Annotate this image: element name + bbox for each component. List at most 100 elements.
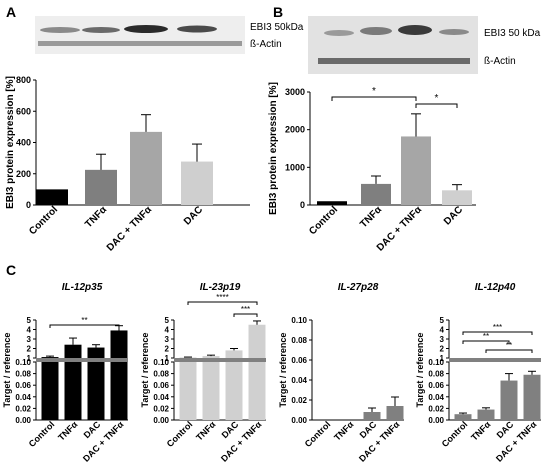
significance-label: ** [483,332,489,341]
panel-label-b: B [273,4,283,20]
y-tick-label: 4 [27,326,32,335]
bar-tnfa [361,183,391,205]
y-tick-label: 200 [16,169,31,179]
y-tick-label: 0.10 [291,316,307,325]
x-tick-label-tnfa: TNFα [332,419,356,443]
significance-bracket [485,349,533,353]
bar-dac-tnfa [248,362,266,420]
y-tick-label: 5 [165,316,170,325]
y-tick-label: 0.00 [15,416,31,425]
y-tick-label: 5 [27,316,32,325]
blot-a-target-label: EBI3 50kDa [250,22,304,33]
y-tick-label: 0.08 [291,336,307,345]
significance-bracket [187,301,258,305]
y-tick-label: 0.00 [153,416,169,425]
y-tick-label: 4 [165,326,170,335]
significance-bracket [415,103,458,108]
bar-upper-control [41,357,59,358]
y-tick-label: 0.06 [15,381,31,390]
bar-dac [225,362,243,420]
y-tick-label: 0.00 [428,416,444,425]
y-tick-label: 2 [27,345,32,354]
x-tick-label-control: Control [307,204,340,237]
y-tick-label: 0 [26,200,31,210]
y-tick-label: 1 [165,354,170,363]
y-axis-label: Target / reference [278,333,288,408]
x-tick-label-dac-tnfa: DAC + TNFα [105,204,155,254]
bar-dac-tnfa [110,362,128,420]
y-tick-label: 3 [165,335,170,344]
significance-bracket [462,331,533,335]
bar-upper-dac-tnfa [110,330,128,358]
chart-title: IL-27p28 [338,282,379,293]
y-tick-label: 400 [16,138,31,148]
x-tick-label-tnfa: TNFα [358,204,384,230]
x-tick-label-tnfa: TNFα [83,204,109,230]
y-tick-label: 0.04 [291,376,307,385]
significance-label: * [372,86,376,97]
significance-bracket [233,313,258,317]
y-tick-label: 5 [440,316,445,325]
x-tick-label-tnfa: TNFα [194,419,218,443]
y-tick-label: 0.02 [15,404,31,413]
bar-control [36,189,68,205]
x-tick-label-control: Control [27,204,60,237]
significance-label: **** [216,293,228,302]
bar-tnfa [202,362,220,420]
y-axis-label: Target / reference [415,333,425,408]
bar-upper-tnfa [64,344,82,358]
bar-tnfa [85,169,117,205]
blot-b-target-label: EBI3 50 kDa [484,28,541,39]
bar-upper-tnfa [202,356,220,358]
y-tick-label: 600 [16,106,31,116]
significance-label: ** [81,316,87,325]
x-tick-label-dac: DAC [442,204,465,227]
y-tick-label: 0.10 [15,358,31,367]
y-tick-label: 0.04 [153,393,169,402]
bar-dac-tnfa [386,406,404,420]
y-tick-label: 0.02 [428,404,444,413]
y-tick-label: 0 [300,200,305,210]
blot-b-actin-label: ß-Actin [484,56,516,67]
y-tick-label: 2 [165,345,170,354]
y-tick-label: 2 [440,345,445,354]
y-tick-label: 0.04 [428,393,444,402]
bar-upper-dac [225,350,243,358]
bar-tnfa [64,362,82,420]
y-tick-label: 0.00 [291,416,307,425]
y-tick-label: 4 [440,326,445,335]
y-tick-label: 0.02 [291,396,307,405]
western-blot-a [35,16,245,54]
y-tick-label: 2000 [285,125,305,135]
bar-upper-dac-tnfa [248,324,266,358]
panel-label-c: C [6,262,16,278]
x-tick-label-tnfa: TNFα [56,419,80,443]
y-tick-label: 800 [16,75,31,85]
y-tick-label: 0.04 [15,393,31,402]
y-tick-label: 1000 [285,162,305,172]
y-tick-label: 0.10 [428,358,444,367]
y-tick-label: 3 [440,335,445,344]
y-tick-label: 3000 [285,87,305,97]
bar-control [317,201,347,205]
bar-upper-dac [87,347,105,358]
western-blot-b [308,16,478,74]
significance-label: *** [241,305,250,314]
panel-label-a: A [6,4,16,20]
bar-dac-tnfa [401,136,431,205]
y-axis-label: EBI3 protein expression [%] [5,76,16,209]
bar-dac [500,380,518,420]
chart-title: IL-12p40 [475,282,516,293]
bar-dac [442,190,472,205]
x-tick-label-tnfa: TNFα [469,419,493,443]
y-tick-label: 0.08 [428,370,444,379]
y-tick-label: 0.02 [153,404,169,413]
y-tick-label: 0.08 [15,370,31,379]
x-tick-label-control: Control [303,419,333,449]
significance-label: *** [493,323,502,332]
bar-tnfa [477,409,495,420]
